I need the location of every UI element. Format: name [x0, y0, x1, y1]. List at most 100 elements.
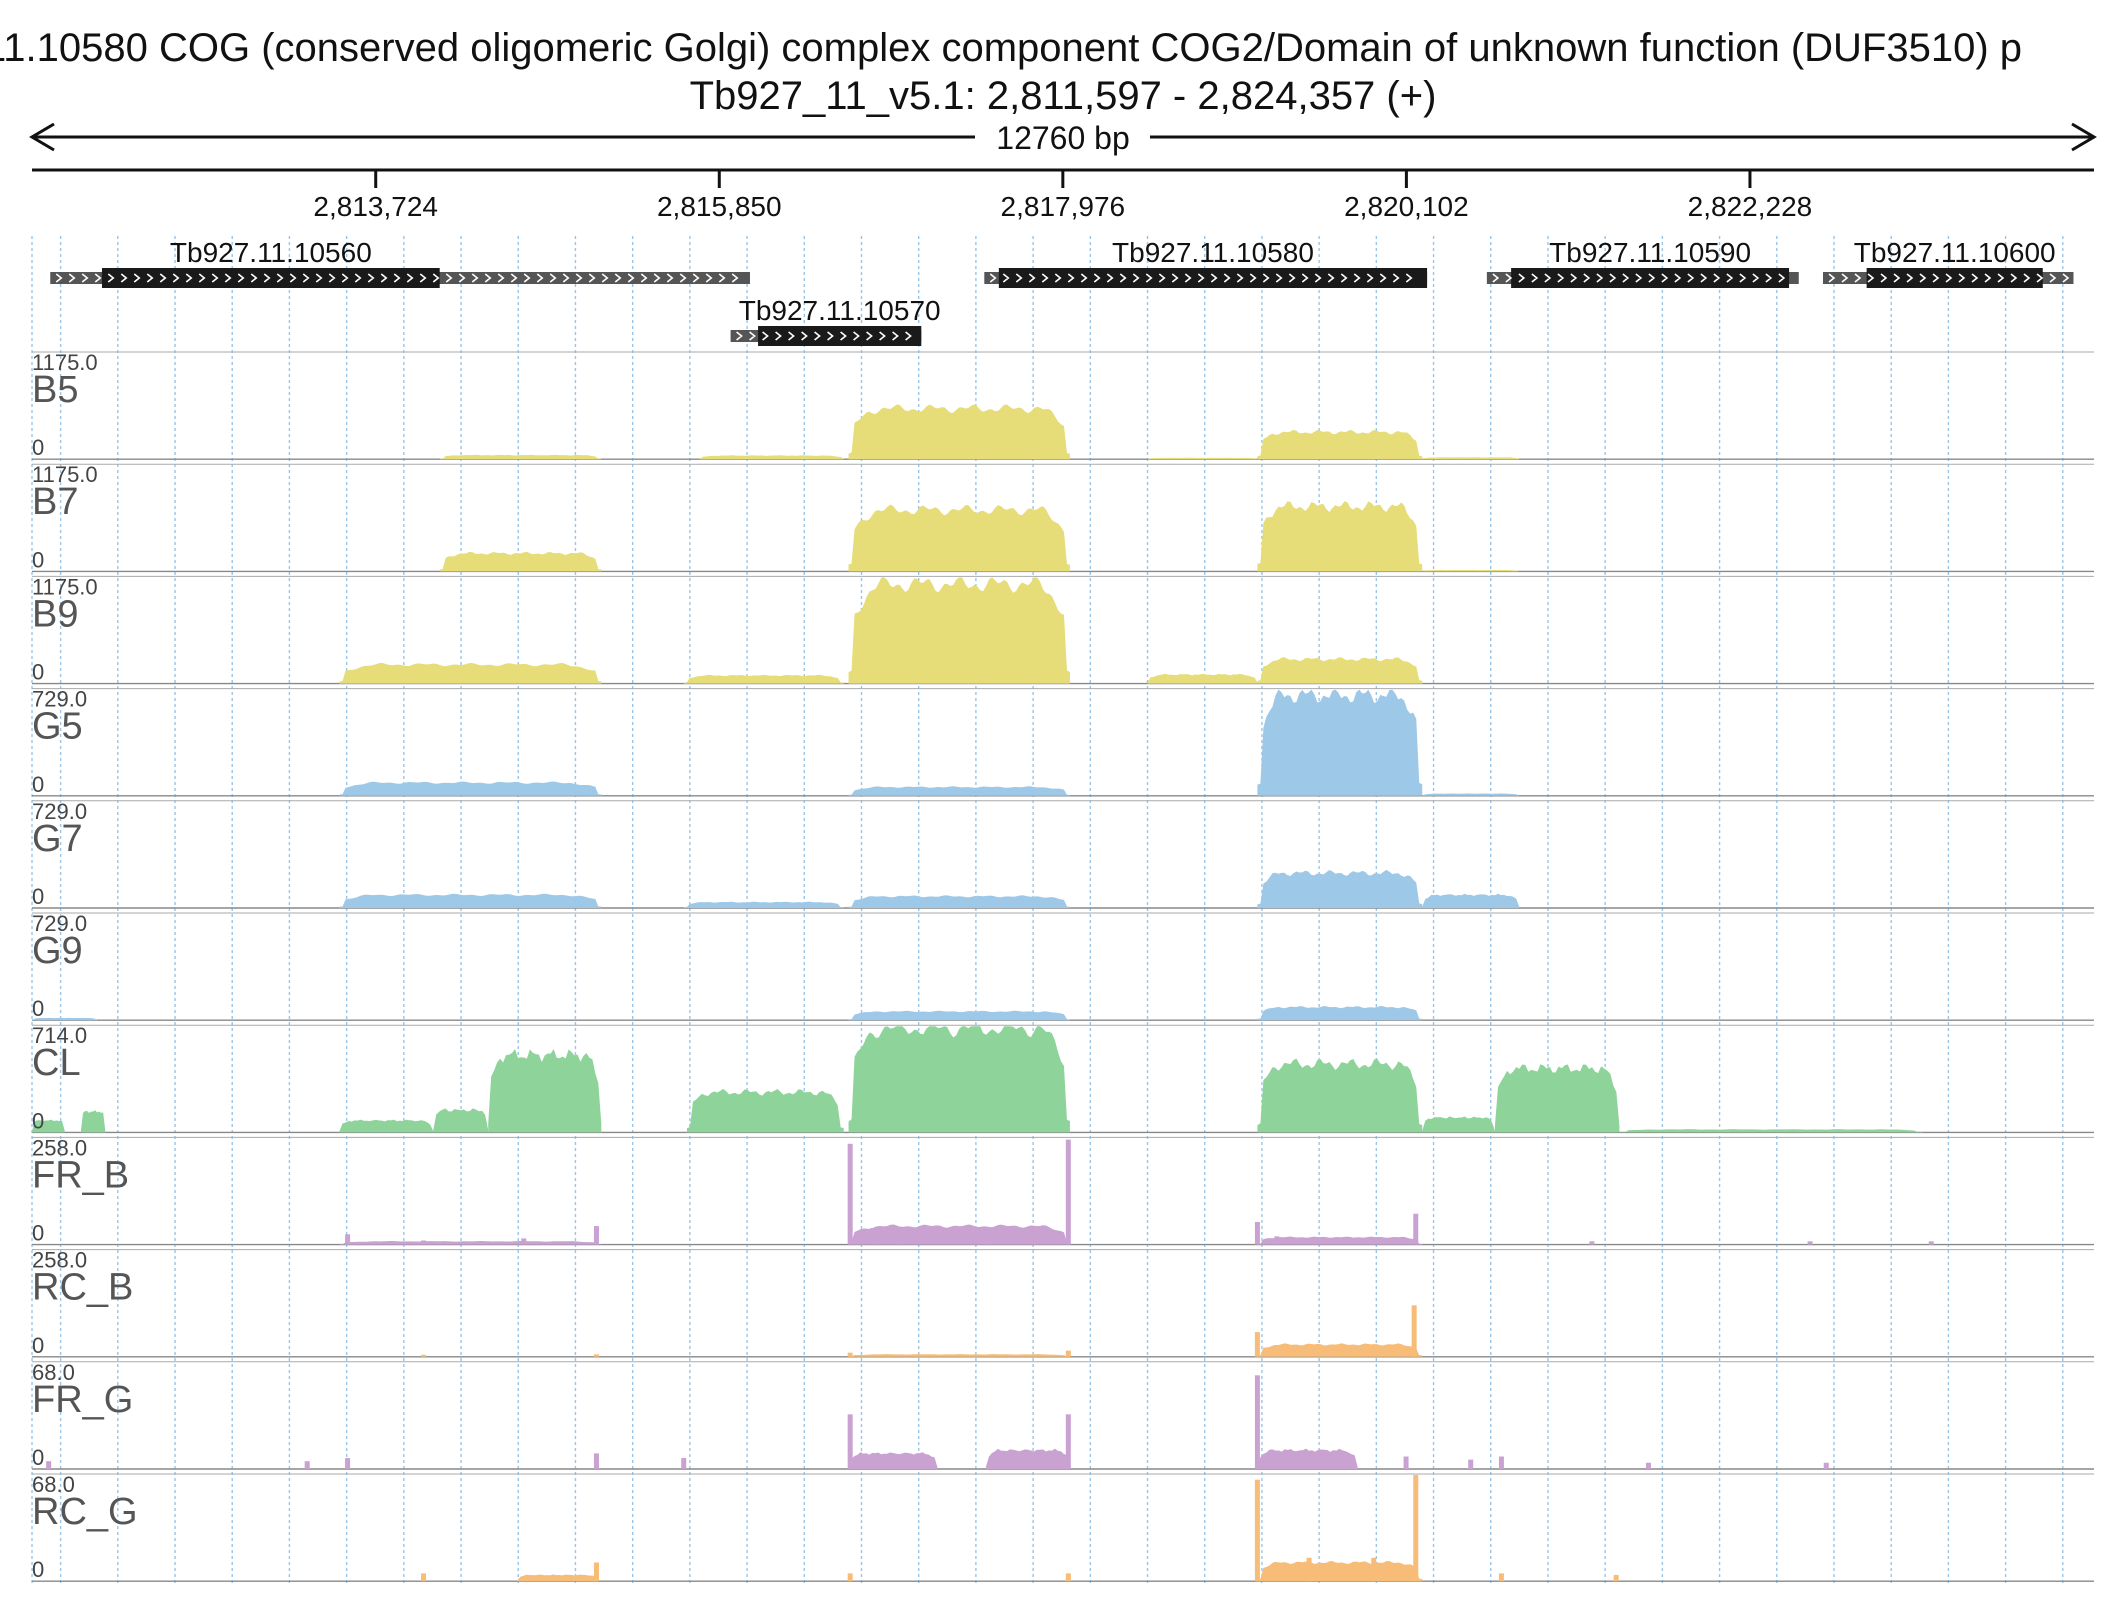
signal-spike: [1613, 1574, 1619, 1582]
signal-area: [686, 1088, 844, 1133]
track-max-label: 68.0: [32, 1472, 75, 1497]
signal-spike: [1589, 1241, 1595, 1245]
track-b7: 1175.0B7 0: [32, 462, 2094, 572]
signal-area: [32, 1017, 98, 1021]
signal-area: [1257, 657, 1423, 684]
signal-spike: [847, 1352, 853, 1357]
signal-spike: [983, 1234, 989, 1245]
strand-chevron-icon: [1492, 273, 1786, 283]
signal-area: [1494, 1064, 1620, 1133]
track-min-label: 0: [32, 1333, 44, 1358]
signal-area: [1257, 1058, 1423, 1133]
signal-area: [1422, 893, 1520, 908]
signal-area: [1257, 429, 1423, 460]
signal-spike: [1306, 1453, 1312, 1469]
track-max-label: 729.0: [32, 687, 87, 712]
signal-spike: [681, 1458, 687, 1469]
signal-area: [683, 674, 844, 684]
gene-cds: [758, 326, 922, 346]
track-cl: 714.0CL 0: [32, 1023, 2094, 1133]
signal-spike: [1371, 1557, 1377, 1582]
signal-area: [848, 786, 1070, 796]
gene-label: Tb927.11.10590: [1549, 237, 1751, 268]
track-min-label: 0: [32, 1221, 44, 1246]
signal-spike: [870, 1228, 876, 1245]
signal-spike: [521, 1238, 527, 1245]
ruler-tick-label: 2,813,724: [313, 191, 438, 222]
signal-area: [339, 1241, 602, 1245]
signal-area: [517, 1574, 599, 1582]
track-min-label: 0: [32, 660, 44, 685]
signal-area: [1257, 869, 1423, 908]
track-g7: 729.0G7 0: [32, 799, 2094, 909]
track-max-label: 68.0: [32, 1360, 75, 1385]
track-max-label: 258.0: [32, 1135, 87, 1160]
signal-spike: [593, 1354, 599, 1357]
track-g9: 729.0G9 0: [32, 911, 2094, 1021]
track-min-label: 0: [32, 435, 44, 460]
ruler: 12760 bp: [29, 120, 2097, 172]
signal-spike: [1403, 1456, 1409, 1469]
signal-spike: [421, 1240, 427, 1245]
track-min-label: 0: [32, 772, 44, 797]
signal-spike: [1413, 1475, 1419, 1582]
signal-spike: [1254, 1332, 1260, 1357]
signal-area: [339, 1119, 434, 1133]
track-min-label: 0: [32, 547, 44, 572]
signal-area: [1257, 1006, 1423, 1021]
track-fr-b: 258.0FR_B 0: [32, 1135, 2094, 1246]
gridlines: [31, 236, 2064, 1585]
gene-cds: [1511, 268, 1790, 288]
gene-label: Tb927.11.10600: [1854, 237, 2056, 268]
gene-track: Tb927.11.10560 Tb927.11.10570 Tb927.11.105…: [50, 237, 2074, 346]
signal-area: [1422, 457, 1520, 460]
ruler-tick-label: 2,815,850: [657, 191, 782, 222]
track-fr-g: 68.0FR_G 0: [32, 1360, 2094, 1470]
track-name-label: G7: [32, 818, 83, 860]
signal-spike: [304, 1461, 310, 1469]
signal-area: [339, 781, 602, 796]
signal-area: [339, 893, 602, 908]
signal-area: [683, 901, 844, 908]
track-max-label: 729.0: [32, 911, 87, 936]
ruler-tick-label: 2,817,976: [1001, 191, 1126, 222]
ruler-tick-label: 2,820,102: [1344, 191, 1469, 222]
signal-spike: [345, 1234, 351, 1245]
track-name-label: B7: [32, 481, 78, 523]
signal-spike: [421, 1354, 427, 1357]
signal-spike: [1065, 1139, 1071, 1245]
arrow-left-icon: [29, 122, 55, 152]
ruler-tick-label: 2,822,228: [1688, 191, 1813, 222]
signal-spike: [1928, 1241, 1934, 1245]
track-name-label: B5: [32, 369, 78, 411]
strand-chevron-icon: [55, 273, 739, 283]
signal-spike: [847, 1414, 853, 1469]
signal-area: [848, 1354, 1070, 1357]
signal-spike: [1065, 1573, 1071, 1582]
track-b5: 1175.0B5 0: [32, 350, 2094, 460]
signal-spike: [1254, 1221, 1260, 1245]
span-label: 12760 bp: [996, 120, 1129, 156]
signal-area: [848, 1224, 1070, 1245]
track-name-label: G5: [32, 706, 83, 748]
signal-spike: [847, 1143, 853, 1245]
signal-spike: [1807, 1241, 1813, 1245]
track-min-label: 0: [32, 1108, 44, 1133]
signal-area: [848, 577, 1070, 684]
signal-spike: [1498, 1456, 1504, 1469]
signal-area: [1257, 1560, 1423, 1582]
signal-spike: [1254, 1479, 1260, 1582]
signal-spike: [1823, 1462, 1829, 1469]
gene-label: Tb927.11.10560: [170, 237, 372, 268]
gene-label: Tb927.11.10570: [739, 295, 941, 326]
signal-area: [848, 1026, 1070, 1133]
gene-cds: [101, 268, 440, 288]
signal-spike: [1498, 1573, 1504, 1582]
signal-area: [1257, 689, 1423, 796]
signal-spike: [593, 1226, 599, 1245]
track-min-label: 0: [32, 1557, 44, 1582]
gene-label: Tb927.11.10580: [1112, 237, 1314, 268]
signal-area: [1147, 673, 1258, 684]
track-b9: 1175.0B9 0: [32, 574, 2094, 685]
